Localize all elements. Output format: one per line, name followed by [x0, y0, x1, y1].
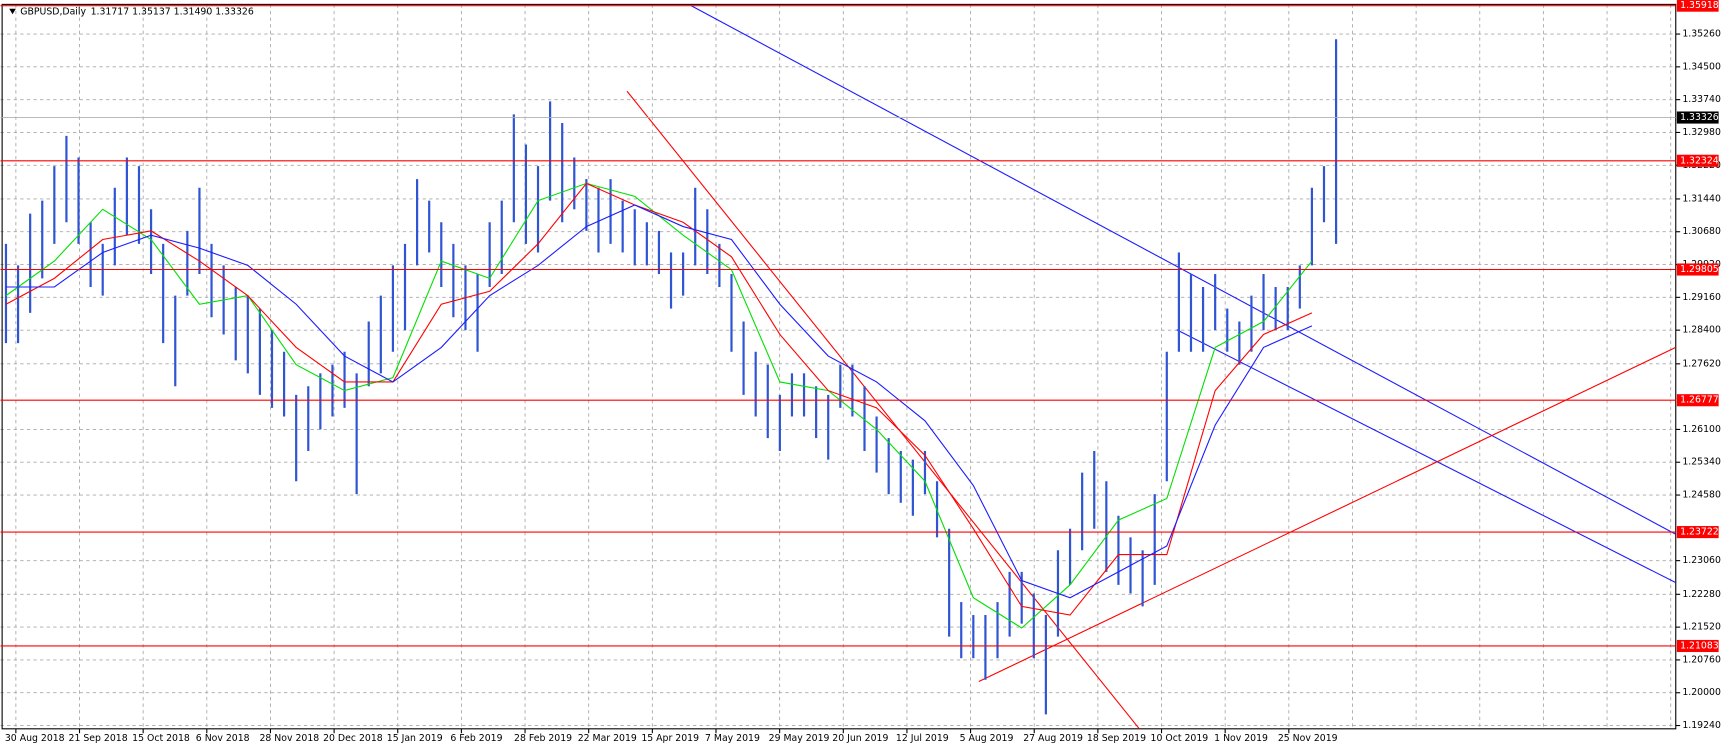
y-tick-label: 1.20760: [1682, 654, 1721, 665]
y-tick-label: 1.34500: [1682, 61, 1721, 72]
y-tick-label: 1.35260: [1682, 29, 1721, 40]
x-tick-label: 15 Jan 2019: [387, 733, 443, 744]
x-tick-label: 6 Feb 2019: [450, 733, 502, 744]
x-tick-label: 10 Oct 2019: [1151, 733, 1209, 744]
x-tick-label: 29 May 2019: [769, 733, 830, 744]
x-tick-label: 7 May 2019: [705, 733, 760, 744]
y-tick-label: 1.19240: [1682, 720, 1721, 731]
y-tick-label: 1.20000: [1682, 687, 1721, 698]
y-tick-label: 1.30680: [1682, 226, 1721, 237]
level-tag: [1676, 263, 1719, 276]
level-tag: [1676, 154, 1719, 167]
level-label: 1.23722: [1680, 527, 1719, 538]
x-tick-label: 12 Jul 2019: [896, 733, 949, 744]
x-tick-label: 18 Sep 2019: [1087, 733, 1146, 744]
y-tick-label: 1.22280: [1682, 589, 1721, 600]
trendline: [626, 90, 1140, 730]
y-tick-label: 1.31440: [1682, 193, 1721, 204]
level-label: 1.29805: [1680, 264, 1719, 275]
x-tick-label: 15 Oct 2018: [132, 733, 190, 744]
grid: [0, 4, 1676, 729]
x-tick-label: 6 Nov 2018: [196, 733, 250, 744]
trendline: [1176, 329, 1677, 584]
y-tick-label: 1.33740: [1682, 94, 1721, 105]
y-tick-label: 1.28400: [1682, 325, 1721, 336]
x-tick-label: 28 Nov 2018: [259, 733, 319, 744]
level-tag: [1676, 526, 1719, 539]
symbol-title: GBPUSD,Daily: [20, 7, 86, 18]
level-label: 1.21083: [1680, 640, 1719, 651]
x-tick-label: 30 Aug 2018: [5, 733, 65, 744]
x-tick-label: 27 Aug 2019: [1023, 733, 1083, 744]
x-tick-label: 21 Sep 2018: [69, 733, 128, 744]
x-tick-label: 22 Mar 2019: [578, 733, 637, 744]
level-label: 1.32324: [1680, 155, 1719, 166]
plot-frame: [1, 3, 1677, 730]
x-tick-label: 28 Feb 2019: [514, 733, 572, 744]
x-tick-label: 5 Aug 2019: [960, 733, 1014, 744]
y-tick-label: 1.26100: [1682, 424, 1721, 435]
level-label: 1.35918: [1680, 0, 1719, 11]
level-tag: [1676, 0, 1719, 12]
x-tick-label: 25 Nov 2019: [1278, 733, 1338, 744]
x-tick-label: 20 Jun 2019: [832, 733, 888, 744]
y-tick-label: 1.27620: [1682, 358, 1721, 369]
moving-average: [5, 204, 1313, 599]
trendlines: [4, 5, 1677, 730]
ohlc-values: 1.31717 1.35137 1.31490 1.33326: [91, 7, 254, 18]
y-tick-label: 1.23060: [1682, 555, 1721, 566]
x-tick-label: 15 Apr 2019: [641, 733, 699, 744]
x-tick-label: 20 Dec 2018: [323, 733, 383, 744]
level-tag: [1676, 639, 1719, 653]
y-tick-label: 1.24580: [1682, 490, 1721, 501]
current-price-label: 1.33326: [1680, 112, 1719, 123]
level-tag: [1676, 394, 1719, 407]
trendline: [978, 346, 1676, 683]
x-tick-label: 1 Nov 2019: [1214, 733, 1268, 744]
y-tick-label: 1.21520: [1682, 622, 1721, 633]
level-label: 1.26777: [1680, 395, 1719, 406]
y-tick-label: 1.29160: [1682, 292, 1721, 303]
current-price-tag: [1676, 111, 1719, 124]
collapse-icon[interactable]: [9, 8, 16, 15]
y-tick-label: 1.32980: [1682, 127, 1721, 138]
y-tick-label: 1.25340: [1682, 457, 1721, 468]
